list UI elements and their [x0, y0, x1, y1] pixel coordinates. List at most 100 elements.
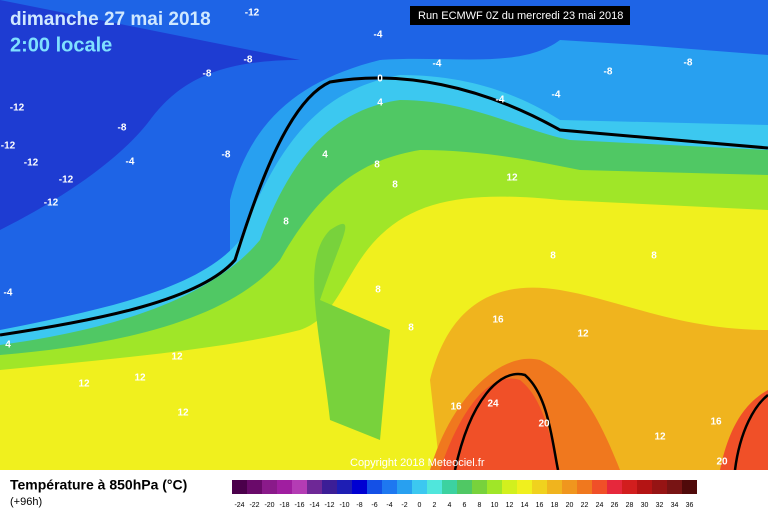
- contour-label: 8: [283, 217, 289, 228]
- contour-label: 8: [392, 180, 398, 191]
- scale-swatch: [382, 480, 397, 494]
- contour-label: 12: [506, 173, 518, 184]
- scale-label: -20: [264, 502, 274, 509]
- run-info: Run ECMWF 0Z du mercredi 23 mai 2018: [418, 10, 623, 22]
- scale-label: 2: [433, 502, 437, 509]
- contour-label: 8: [374, 160, 380, 171]
- scale-label: -16: [294, 502, 304, 509]
- scale-swatch: [277, 480, 292, 494]
- scale-label: -2: [401, 502, 407, 509]
- contour-label: -8: [203, 69, 212, 80]
- scale-swatch: [352, 480, 367, 494]
- scale-swatch: [637, 480, 652, 494]
- scale-swatch: [532, 480, 547, 494]
- contour-label: 8: [375, 285, 381, 296]
- contour-label: 12: [177, 408, 189, 419]
- contour-label: -4: [126, 157, 135, 168]
- scale-label: 36: [686, 502, 694, 509]
- contour-24-east: [733, 394, 768, 471]
- color-scale: -24 -22 -20 -18 -16 -14 -12 -10 -8 -6 -4 -2 0 2 4 6 8 10 1…: [232, 480, 697, 509]
- contour-label: 12: [78, 379, 90, 390]
- contour-label: -4: [433, 59, 442, 70]
- scale-swatch: [442, 480, 457, 494]
- scale-swatch: [322, 480, 337, 494]
- field-label: Température à 850hPa (°C): [10, 477, 187, 493]
- contour-label: 0: [377, 74, 383, 85]
- contour-label: 8: [408, 323, 414, 334]
- scale-swatch: [487, 480, 502, 494]
- scale-label: -6: [371, 502, 377, 509]
- scale-label: -12: [324, 502, 334, 509]
- contour-label: -4: [496, 95, 505, 106]
- scale-label: -18: [279, 502, 289, 509]
- zero-contour: [0, 76, 768, 337]
- contour-label: 16: [710, 417, 722, 428]
- scale-label: 24: [596, 502, 604, 509]
- contour-label: -12: [1, 141, 16, 152]
- field-24: [440, 378, 560, 470]
- scale-swatch: [247, 480, 262, 494]
- map-title: dimanche 27 mai 2018: [10, 9, 211, 30]
- scale-label: -14: [309, 502, 319, 509]
- scale-swatch: [262, 480, 277, 494]
- scale-swatch: [622, 480, 637, 494]
- scale-swatch: [412, 480, 427, 494]
- contour-label: 8: [651, 251, 657, 262]
- contour-label: 12: [577, 329, 589, 340]
- contour-label: -12: [24, 158, 39, 169]
- scale-label: 32: [656, 502, 664, 509]
- scale-swatch: [472, 480, 487, 494]
- contour-label: 12: [134, 373, 146, 384]
- scale-label: 0: [418, 502, 422, 509]
- scale-label: 4: [448, 502, 452, 509]
- contour-label: -8: [684, 58, 693, 69]
- contour-label: 20: [538, 419, 550, 430]
- scale-label: 20: [566, 502, 574, 509]
- scale-swatch: [652, 480, 667, 494]
- contour-label: -12: [44, 198, 59, 209]
- scale-swatch: [397, 480, 412, 494]
- contour-label: 12: [654, 432, 666, 443]
- scale-label: -8: [356, 502, 362, 509]
- scale-label: 26: [611, 502, 619, 509]
- run-banner: [410, 6, 630, 25]
- contour-label: -12: [59, 175, 74, 186]
- scale-label: 8: [478, 502, 482, 509]
- contour-label: 8: [550, 251, 556, 262]
- scale-label: 10: [491, 502, 499, 509]
- contour-label: 4: [377, 98, 383, 109]
- scale-label: 12: [506, 502, 514, 509]
- scale-swatch: [547, 480, 562, 494]
- contour-label: 12: [171, 352, 183, 363]
- field-atlantic-tongue: [314, 223, 390, 440]
- scale-label: -22: [249, 502, 259, 509]
- contour-label: 20: [716, 457, 728, 468]
- contour-label: 4: [322, 150, 328, 161]
- scale-swatch: [682, 480, 697, 494]
- scale-swatch: [667, 480, 682, 494]
- contour-label: -4: [552, 90, 561, 101]
- scale-swatch: [337, 480, 352, 494]
- contour-labels: -12 -4 -8 -8 -4 -8 -8 -4 -4 -12 -8 -12 -12 -4 -8 -12 -12…: [1, 8, 728, 468]
- scale-label: -4: [386, 502, 392, 509]
- scale-swatch: [292, 480, 307, 494]
- scale-swatch: [517, 480, 532, 494]
- scale-swatch: [457, 480, 472, 494]
- scale-swatch: [562, 480, 577, 494]
- scale-swatch: [367, 480, 382, 494]
- scale-swatch: [577, 480, 592, 494]
- contour-label: 16: [492, 315, 504, 326]
- map-time: 2:00 locale: [10, 34, 112, 56]
- scale-swatch: [607, 480, 622, 494]
- scale-label: 14: [521, 502, 529, 509]
- contour-label: 16: [450, 402, 462, 413]
- copyright: Copyright 2018 Meteociel.fr: [350, 457, 485, 469]
- scale-label: -24: [234, 502, 244, 509]
- scale-label: 34: [671, 502, 679, 509]
- contour-24: [453, 372, 560, 471]
- scale-label: -10: [339, 502, 349, 509]
- scale-swatch: [232, 480, 247, 494]
- contour-label: -12: [245, 8, 260, 19]
- contour-label: -4: [4, 288, 13, 299]
